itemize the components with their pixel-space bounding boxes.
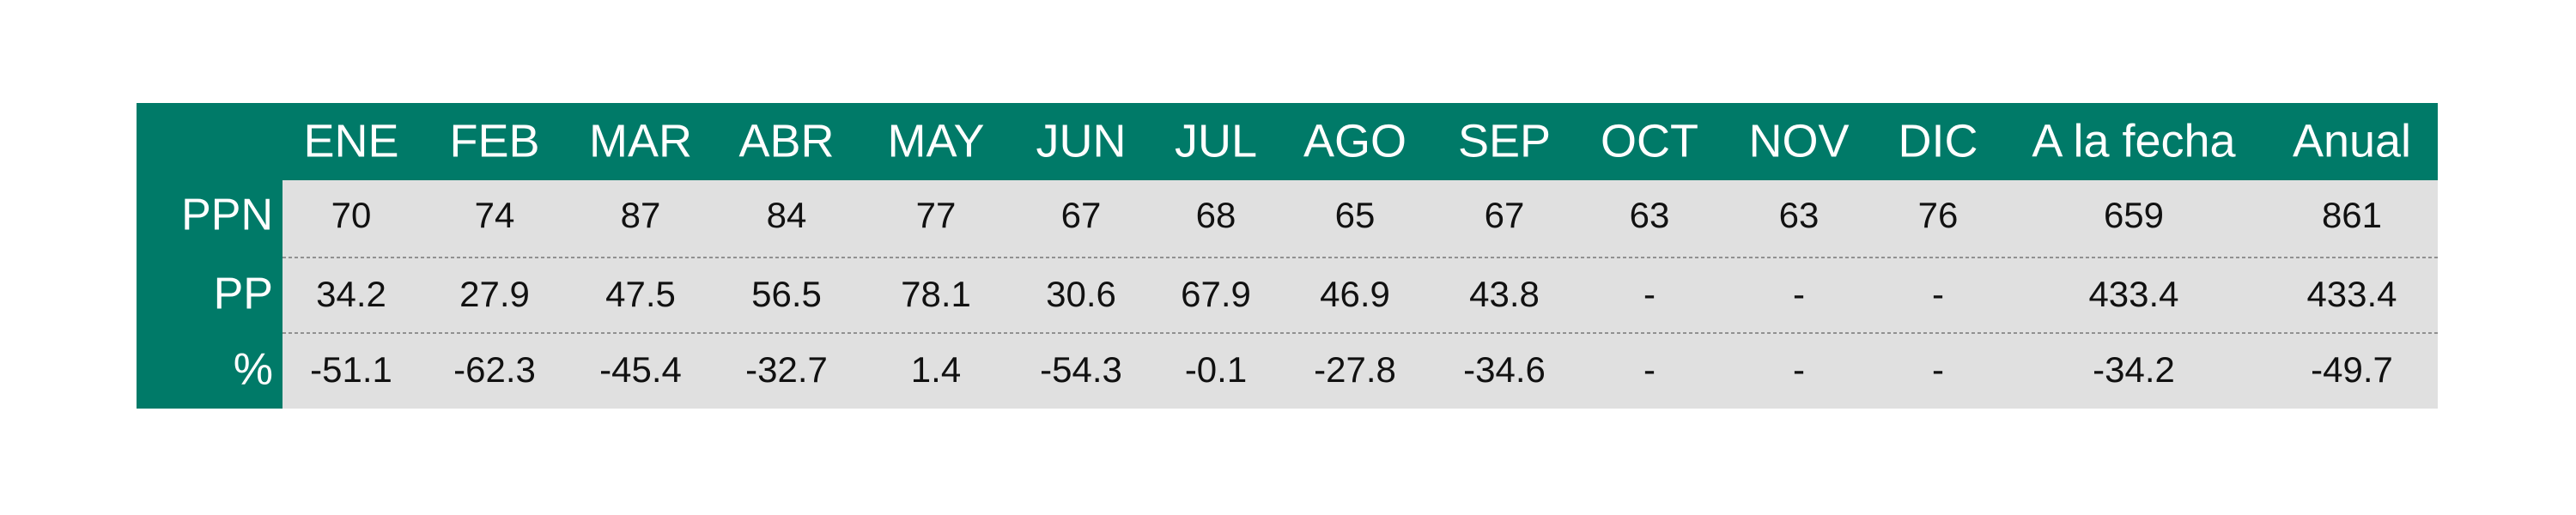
row-label: PP (214, 270, 273, 319)
cell: 67.9 (1181, 274, 1251, 314)
cell: 70 (331, 195, 372, 235)
cell: 46.9 (1320, 274, 1390, 314)
cell: -51.1 (310, 349, 392, 390)
cell: 68 (1196, 195, 1236, 235)
cell: 78.1 (901, 274, 971, 314)
cell: 87 (621, 195, 661, 235)
column-header: DIC (1899, 115, 1978, 167)
column-header: MAR (589, 115, 692, 167)
cell: 34.2 (316, 274, 386, 314)
cell: -45.4 (599, 349, 682, 390)
column-header: JUL (1175, 115, 1257, 167)
cell: 65 (1335, 195, 1376, 235)
cell: 67 (1061, 195, 1102, 235)
cell: -32.7 (745, 349, 828, 390)
cell: 433.4 (2306, 274, 2397, 314)
cell: -62.3 (453, 349, 536, 390)
body-bg (283, 180, 2438, 409)
cell: - (1643, 274, 1656, 314)
column-header: ENE (303, 115, 398, 167)
column-header: SEP (1458, 115, 1551, 167)
cell: 1.4 (911, 349, 961, 390)
cell: 47.5 (605, 274, 676, 314)
cell: 63 (1779, 195, 1820, 235)
cell: - (1643, 349, 1656, 390)
row-label: % (234, 345, 273, 395)
cell: 63 (1630, 195, 1670, 235)
cell: - (1932, 274, 1944, 314)
column-header: Anual (2293, 115, 2411, 167)
cell: -34.2 (2093, 349, 2175, 390)
column-header: OCT (1601, 115, 1698, 167)
column-header: AGO (1303, 115, 1406, 167)
cell: 74 (475, 195, 515, 235)
cell: -49.7 (2311, 349, 2393, 390)
cell: -0.1 (1185, 349, 1247, 390)
cell: -34.6 (1463, 349, 1546, 390)
cell: -54.3 (1040, 349, 1122, 390)
cell: -27.8 (1314, 349, 1396, 390)
column-header: A la fecha (2032, 115, 2236, 167)
header-bg (137, 103, 2438, 180)
cell: 861 (2322, 195, 2382, 235)
cell: 56.5 (751, 274, 822, 314)
cell: 67 (1485, 195, 1525, 235)
column-header: JUN (1036, 115, 1127, 167)
cell: - (1793, 274, 1805, 314)
cell: - (1932, 349, 1944, 390)
cell: 659 (2104, 195, 2164, 235)
cell: 43.8 (1469, 274, 1540, 314)
column-header: MAY (887, 115, 984, 167)
cell: 77 (916, 195, 957, 235)
cell: 30.6 (1046, 274, 1116, 314)
column-header: FEB (449, 115, 539, 167)
cell: 433.4 (2088, 274, 2178, 314)
row-label: PPN (181, 191, 273, 240)
column-header: ABR (738, 115, 834, 167)
column-header: NOV (1748, 115, 1849, 167)
cell: 27.9 (459, 274, 530, 314)
cell: 84 (767, 195, 807, 235)
cell: 76 (1918, 195, 1959, 235)
cell: - (1793, 349, 1805, 390)
label-column-bg (137, 180, 283, 409)
